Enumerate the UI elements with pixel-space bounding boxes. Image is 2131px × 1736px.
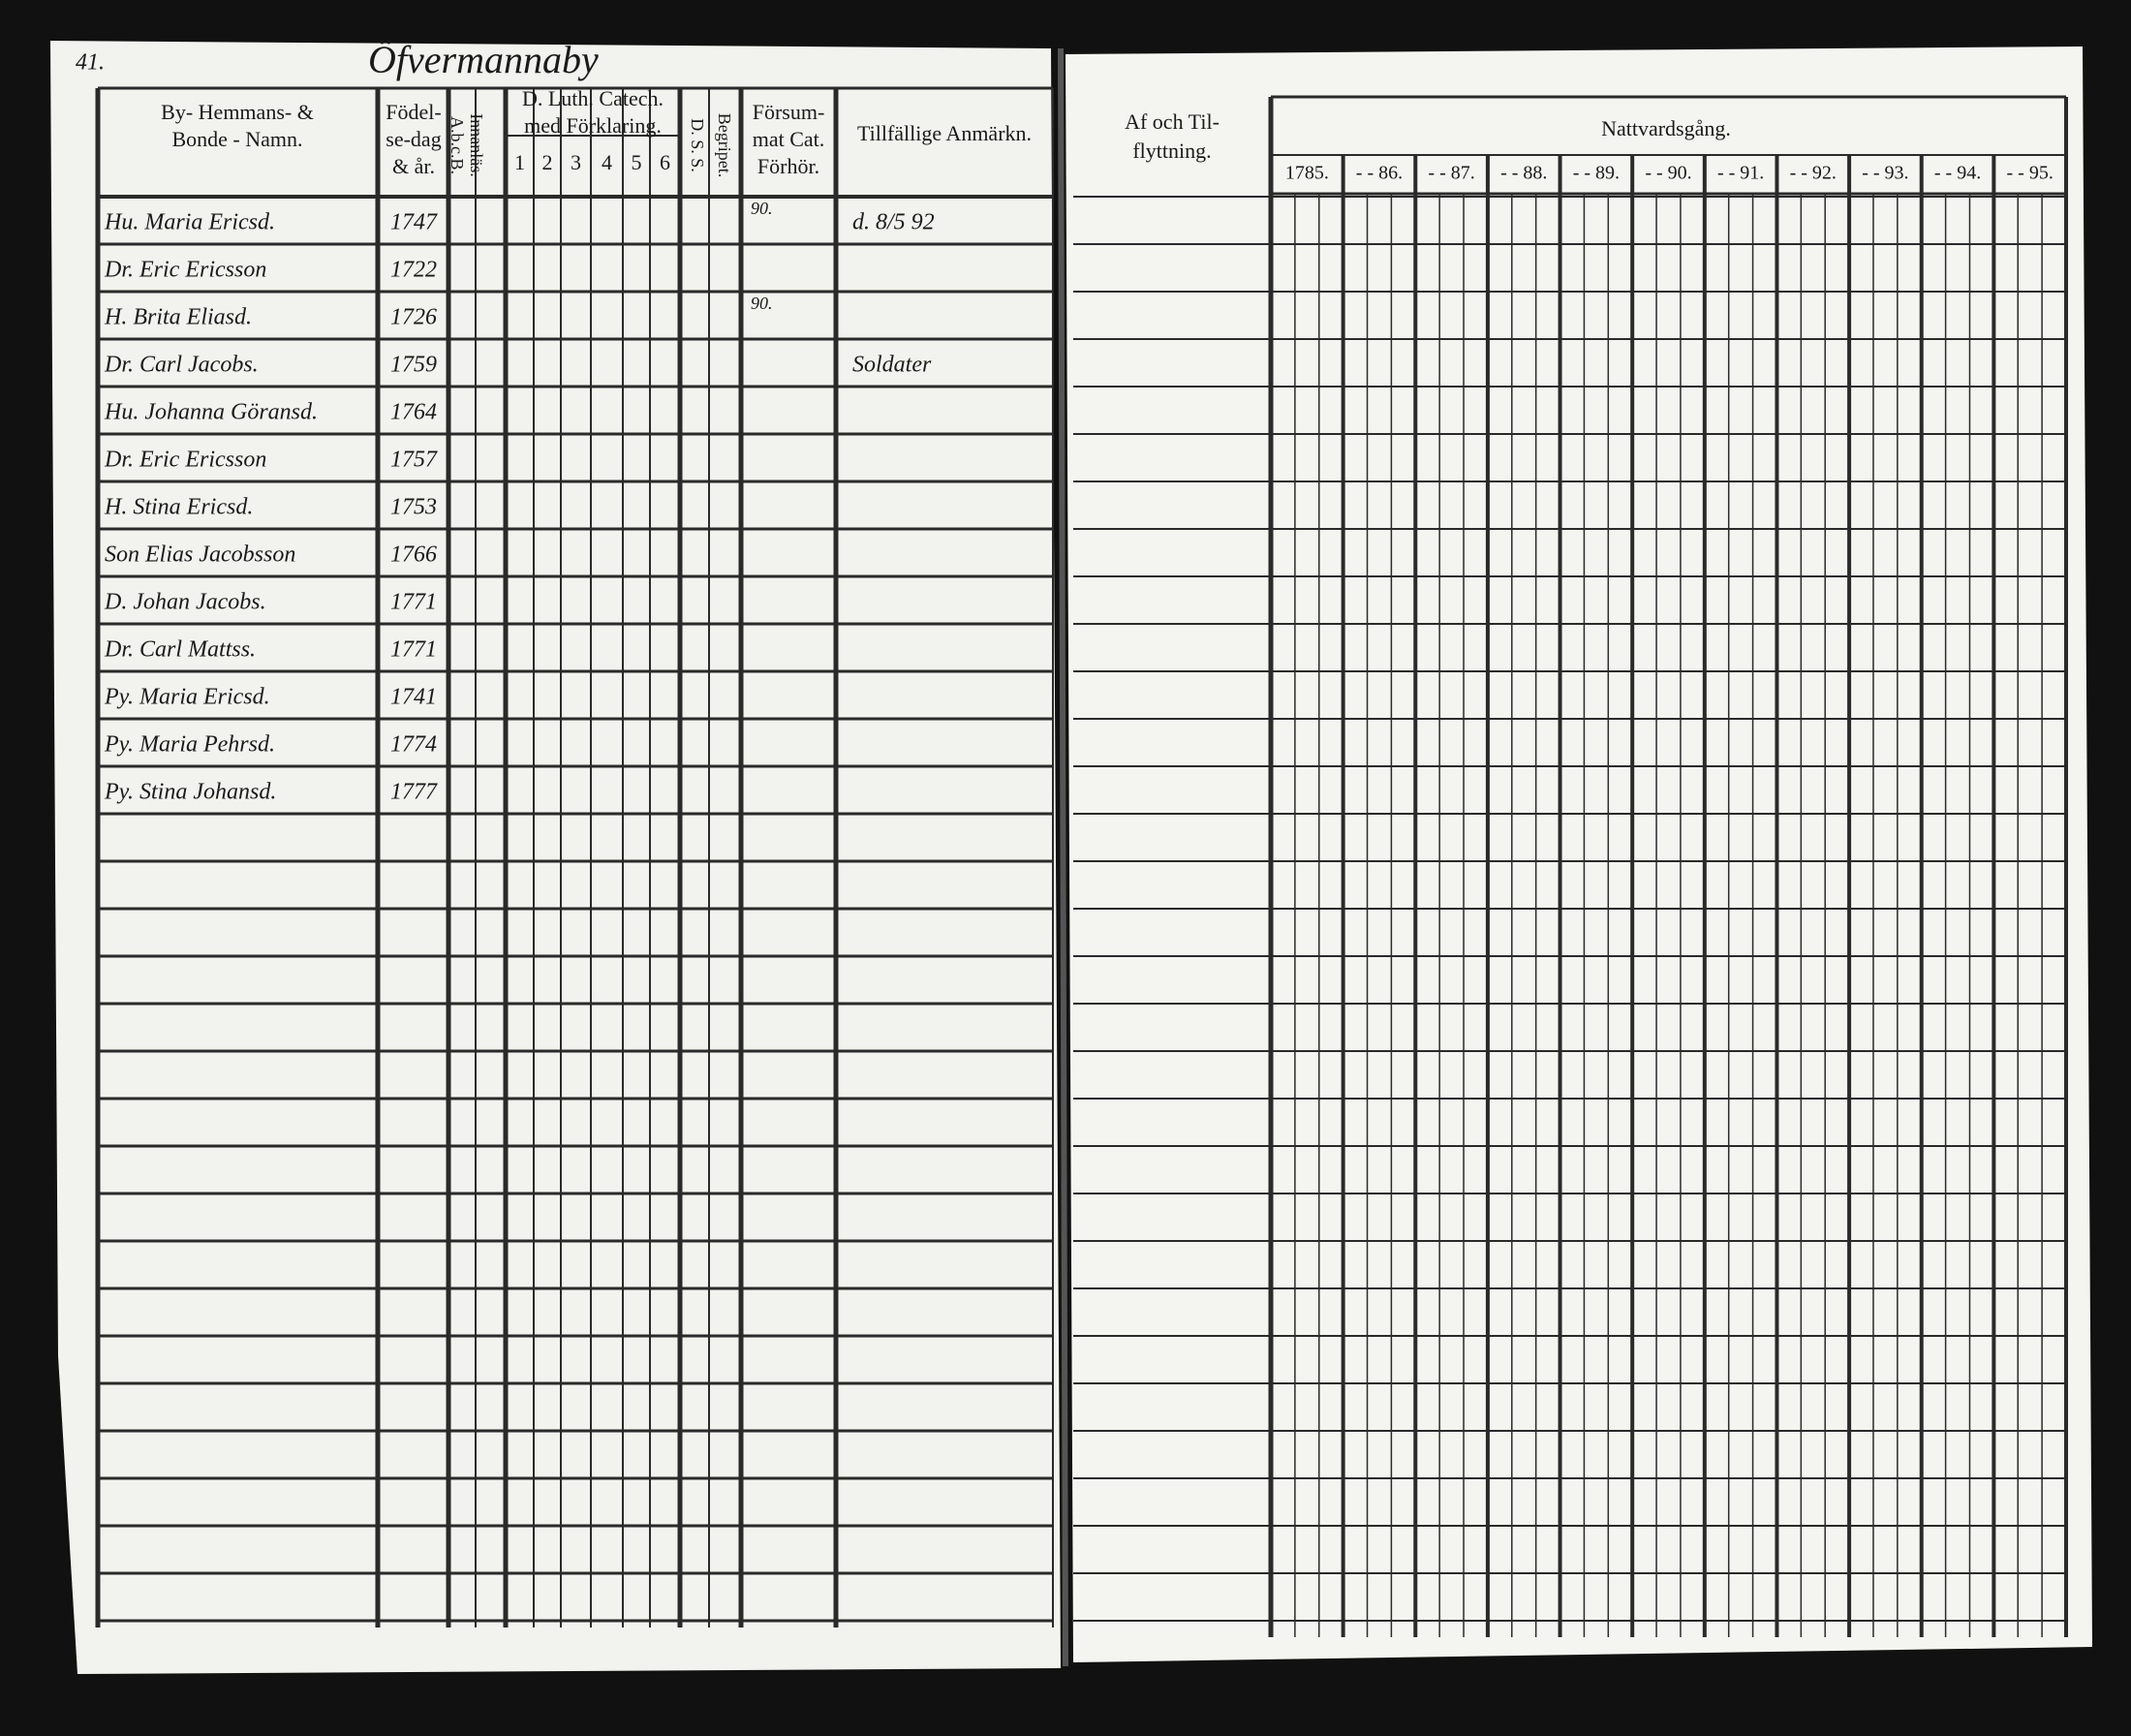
column-header: mat Cat.: [753, 127, 825, 151]
year-label: 1785.: [1285, 163, 1329, 184]
year-label: - - 86.: [1356, 163, 1403, 184]
column-header: By- Hemmans- &: [161, 100, 314, 124]
birth-year: 1759: [390, 353, 437, 378]
person-name: Py. Maria Ericsd.: [104, 685, 270, 710]
column-header: Födel-: [386, 100, 441, 124]
year-label: - - 90.: [1645, 163, 1691, 184]
column-header: Bonde - Namn.: [171, 127, 302, 151]
birth-year: 1771: [390, 590, 437, 615]
year-label: - - 87.: [1428, 163, 1474, 184]
person-name: H. Brita Eliasd.: [104, 305, 252, 330]
column-header: Försum-: [753, 100, 825, 124]
column-header: Begripet.: [715, 113, 734, 177]
catechism-part: 4: [602, 150, 612, 174]
texts: By- Hemmans- & Bonde - Namn. Födel-se-dag &…: [104, 86, 2054, 804]
year-label: - - 88.: [1500, 163, 1547, 184]
column-header: Förhör.: [757, 154, 819, 178]
person-name: Py. Maria Pehrsd.: [104, 732, 275, 758]
person-name: Hu. Maria Ericsd.: [104, 210, 275, 235]
birth-year: 1757: [390, 448, 438, 473]
column-header: Tillfällige Anmärkn.: [857, 121, 1032, 145]
village-name: Öfvermannaby: [368, 38, 599, 81]
column-header: D. Luth. Catech.: [522, 86, 664, 110]
column-header: Innanläs.: [467, 113, 486, 176]
birth-year: 1722: [390, 258, 437, 283]
column-header: Af och Til-: [1125, 109, 1220, 134]
right-page: [1066, 46, 2092, 1662]
remark: d. 8/5 92: [852, 210, 935, 235]
birth-year: 1726: [390, 305, 437, 330]
left-page: [50, 41, 1061, 1674]
year-label: - - 94.: [1934, 163, 1981, 184]
birth-year: 1764: [390, 400, 437, 425]
remark: Soldater: [852, 353, 932, 378]
person-name: Dr. Carl Mattss.: [104, 637, 256, 663]
year-label: - - 92.: [1790, 163, 1837, 184]
person-name: Son Elias Jacobsson: [105, 542, 295, 568]
catechism-part: 6: [660, 150, 670, 174]
catechism-part: 2: [542, 150, 553, 174]
birth-year: 1774: [390, 732, 437, 758]
birth-year: 1753: [390, 495, 437, 520]
missed-hearing: 90.: [751, 294, 773, 313]
person-name: Hu. Johanna Göransd.: [104, 400, 318, 425]
person-name: D. Johan Jacobs.: [104, 590, 266, 615]
birth-year: 1747: [390, 210, 438, 235]
column-header: & år.: [392, 154, 435, 178]
year-label: - - 95.: [2007, 163, 2054, 184]
catechism-part: 1: [514, 150, 525, 174]
gutter: [1058, 47, 1068, 1667]
column-header: flyttning.: [1132, 139, 1211, 163]
person-name: H. Stina Ericsd.: [104, 495, 253, 520]
person-name: Dr. Eric Ericsson: [104, 448, 266, 473]
catechism-part: 3: [571, 150, 581, 174]
year-label: - - 89.: [1573, 163, 1620, 184]
ruling: [95, 86, 2068, 1637]
catechism-part: 5: [632, 150, 642, 174]
column-header: med Förklaring.: [524, 113, 662, 138]
column-header: Nattvardsgång.: [1601, 116, 1731, 140]
year-label: - - 91.: [1717, 163, 1764, 184]
column-header: se-dag: [386, 127, 441, 151]
birth-year: 1771: [390, 637, 437, 663]
page-number: 41.: [76, 50, 105, 76]
column-header: D. S. S.: [688, 118, 707, 172]
birth-year: 1777: [390, 780, 438, 805]
missed-hearing: 90.: [751, 199, 773, 218]
person-name: Py. Stina Johansd.: [104, 780, 276, 805]
column-header: A.b.c.B.: [448, 116, 467, 174]
person-name: Dr. Eric Ericsson: [104, 258, 266, 283]
person-name: Dr. Carl Jacobs.: [104, 353, 259, 378]
birth-year: 1766: [390, 542, 437, 568]
birth-year: 1741: [390, 685, 437, 710]
year-label: - - 93.: [1862, 163, 1908, 184]
